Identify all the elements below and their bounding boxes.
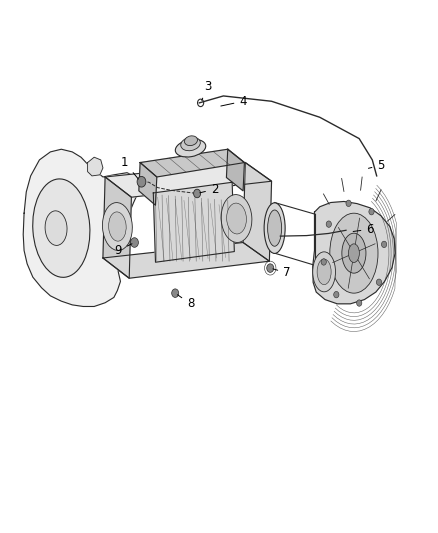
Ellipse shape bbox=[45, 211, 67, 245]
Circle shape bbox=[137, 176, 146, 187]
Ellipse shape bbox=[317, 259, 331, 285]
Polygon shape bbox=[139, 163, 157, 205]
Text: 7: 7 bbox=[273, 266, 291, 279]
Circle shape bbox=[172, 289, 179, 297]
Text: 6: 6 bbox=[353, 223, 374, 236]
Ellipse shape bbox=[184, 136, 198, 146]
Ellipse shape bbox=[221, 195, 252, 243]
Ellipse shape bbox=[181, 137, 200, 151]
Ellipse shape bbox=[313, 252, 336, 292]
Circle shape bbox=[131, 238, 138, 247]
Ellipse shape bbox=[268, 210, 282, 246]
Text: 9: 9 bbox=[114, 244, 132, 257]
Polygon shape bbox=[103, 177, 131, 278]
Polygon shape bbox=[103, 243, 269, 278]
Circle shape bbox=[326, 221, 332, 228]
Ellipse shape bbox=[348, 244, 359, 263]
Polygon shape bbox=[243, 163, 272, 261]
Circle shape bbox=[376, 279, 381, 285]
Circle shape bbox=[381, 241, 387, 248]
Text: 4: 4 bbox=[221, 95, 247, 108]
Ellipse shape bbox=[330, 213, 378, 293]
Circle shape bbox=[334, 292, 339, 298]
Ellipse shape bbox=[175, 139, 206, 157]
Polygon shape bbox=[140, 149, 244, 177]
Text: 2: 2 bbox=[200, 183, 219, 196]
Polygon shape bbox=[88, 157, 103, 176]
Text: 5: 5 bbox=[368, 159, 385, 172]
Polygon shape bbox=[226, 149, 244, 191]
Ellipse shape bbox=[102, 203, 132, 251]
Ellipse shape bbox=[226, 203, 247, 234]
Polygon shape bbox=[153, 182, 234, 262]
Circle shape bbox=[346, 200, 351, 206]
Polygon shape bbox=[23, 149, 140, 306]
Text: 1: 1 bbox=[121, 156, 138, 179]
Circle shape bbox=[369, 208, 374, 215]
Ellipse shape bbox=[264, 203, 285, 254]
Circle shape bbox=[321, 259, 326, 265]
Text: 8: 8 bbox=[177, 295, 194, 310]
Polygon shape bbox=[105, 163, 272, 197]
Ellipse shape bbox=[33, 179, 90, 277]
Polygon shape bbox=[313, 201, 395, 304]
Circle shape bbox=[194, 189, 201, 198]
Text: 3: 3 bbox=[202, 80, 212, 100]
Circle shape bbox=[267, 264, 274, 272]
Ellipse shape bbox=[109, 212, 126, 241]
Ellipse shape bbox=[342, 233, 366, 273]
Circle shape bbox=[357, 300, 362, 306]
